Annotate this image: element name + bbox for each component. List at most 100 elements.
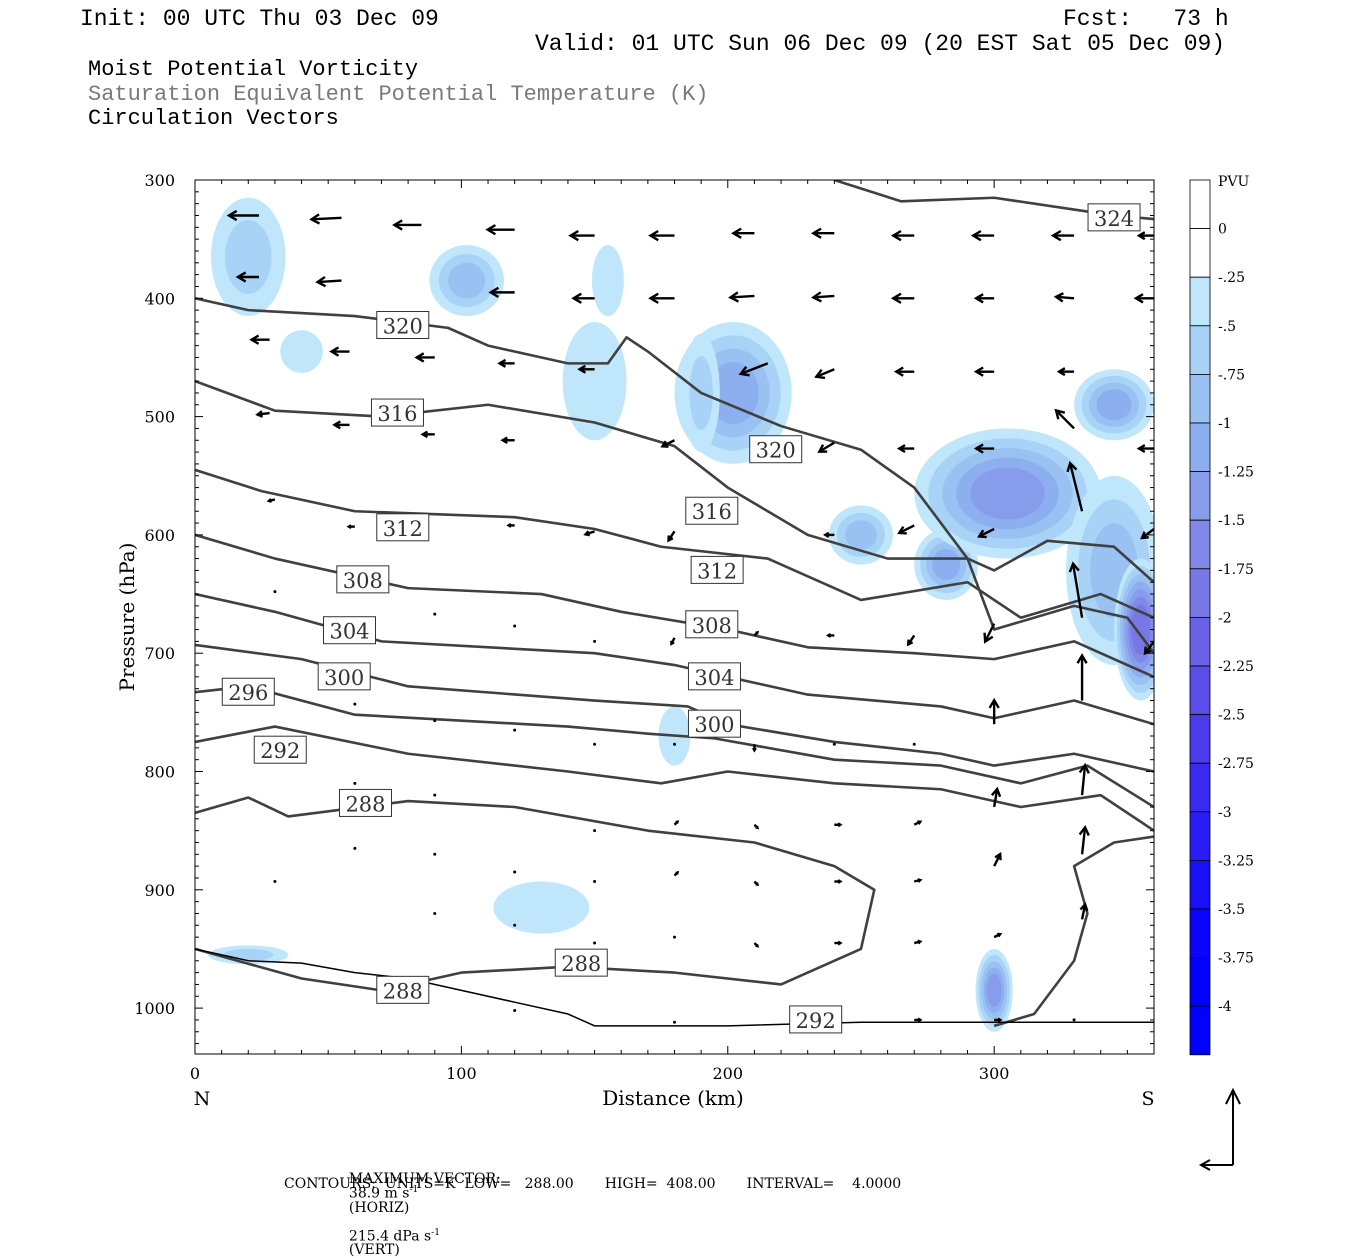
pv-shading-14 [493,881,590,934]
circulation-vector [893,366,915,377]
circulation-vector [825,633,835,638]
circulation-vector [753,630,760,637]
y-tick-label: 700 [144,644,175,663]
circulation-vector [433,612,437,616]
theta-es-contour-320 [195,297,1154,584]
colorbar-level-label: -2 [1218,610,1232,626]
circulation-vector [309,213,342,225]
circulation-vector [753,823,760,830]
y-tick-label: 1000 [134,999,175,1018]
svg-text:292: 292 [796,1009,836,1033]
colorbar-level-label: -.5 [1218,319,1236,335]
svg-text:292: 292 [260,739,300,763]
theta-es-contour-312 [195,468,1154,620]
pv-shading-8 [932,548,961,581]
circulation-vector [1050,229,1075,242]
circulation-vector [433,911,437,915]
circulation-vector [1066,460,1084,512]
pv-shading-2 [448,262,486,299]
circulation-vector [993,932,1003,939]
circulation-vector [983,623,996,644]
circulation-vector [273,880,277,884]
contour-label: 308 [336,565,390,594]
circulation-vector [1068,561,1084,618]
colorbar-swatch [1189,276,1211,327]
svg-text:288: 288 [345,792,385,816]
svg-text:308: 308 [692,614,732,638]
contour-label: 288 [554,948,608,977]
circulation-vector [753,942,760,948]
max-vector-horiz-unit: (HORIZ) [348,1199,410,1216]
contour-label: 316 [370,398,424,427]
contour-label: 288 [376,975,430,1004]
circulation-vector [914,1017,923,1023]
circulation-vector [832,742,836,746]
max-vector-vert-unit: (VERT) [348,1242,400,1258]
terrain-surface-line [195,948,1154,1027]
colorbar-level-label: -.25 [1218,270,1245,286]
circulation-vector [1140,528,1154,540]
svg-text:288: 288 [561,952,601,976]
colorbar-level-label: -2.75 [1218,756,1254,772]
circulation-vector [420,430,435,439]
contour-label: 308 [685,610,739,639]
pv-shading-4 [591,245,624,317]
circulation-vector [414,352,435,363]
circulation-vector [728,291,755,303]
circulation-vector [973,293,995,304]
circulation-vector [593,829,597,833]
y-tick-label: 900 [144,881,175,900]
circulation-vector [332,420,350,430]
circulation-vector [497,358,515,368]
x-axis-north-label: N [194,1088,211,1110]
svg-text:312: 312 [383,517,423,541]
pv-colorbar: 0 -.25 -.5 -.75 -1 -1.25 -1.5 -1.75 -2 -2.25 -2.5 -… [1189,179,1254,1056]
circulation-vector [977,527,995,539]
colorbar-level-label: -2.25 [1218,659,1254,675]
circulation-vector [485,224,515,236]
svg-text:316: 316 [377,402,417,426]
circulation-vector [1079,902,1089,920]
circulation-vector [249,334,270,345]
circulation-vector [1143,640,1154,656]
max-vector-label: MAXIMUM VECTOR: [348,1171,501,1187]
svg-text:308: 308 [343,569,383,593]
colorbar-swatch [1189,811,1211,861]
circulation-vector [973,443,995,454]
svg-text:300: 300 [324,666,364,690]
y-tick-label: 300 [144,171,175,190]
circulation-vector [752,744,757,753]
circulation-vector [433,719,437,723]
circulation-vector [583,530,595,537]
circulation-vector [329,346,350,357]
horiz-exponent: -1 [409,1185,419,1195]
circulation-vector [648,292,675,304]
max-vector-horiz: 38.9 m s [348,1185,410,1202]
circulation-vector [906,634,916,647]
contour-label: 292 [253,735,307,764]
field-name-vectors: Circulation Vectors [88,106,339,131]
circulation-vector [506,523,515,528]
circulation-vector [353,781,357,785]
circulation-vector [834,879,843,884]
x-tick-label: 300 [979,1064,1010,1083]
pv-shading-0 [224,219,272,294]
colorbar-swatch [1189,908,1211,958]
colorbar-swatch [1189,1005,1211,1056]
circulation-vector [994,1017,1003,1023]
colorbar-swatch [1189,568,1211,618]
y-tick-label: 500 [144,408,175,427]
circulation-vector [1136,231,1154,241]
circulation-vector [226,209,259,222]
colorbar-unit: PVU [1218,174,1250,190]
colorbar-swatch [1189,471,1211,521]
circulation-vector [593,639,597,643]
x-tick-label: 200 [713,1064,744,1083]
circulation-vector [1078,824,1090,855]
theta-es-contour-292 [195,725,1154,832]
circulation-vector [648,229,675,242]
circulation-vector [266,498,276,503]
svg-text:312: 312 [697,559,737,583]
circulation-vector [912,742,916,746]
pv-shading-5 [707,361,759,424]
